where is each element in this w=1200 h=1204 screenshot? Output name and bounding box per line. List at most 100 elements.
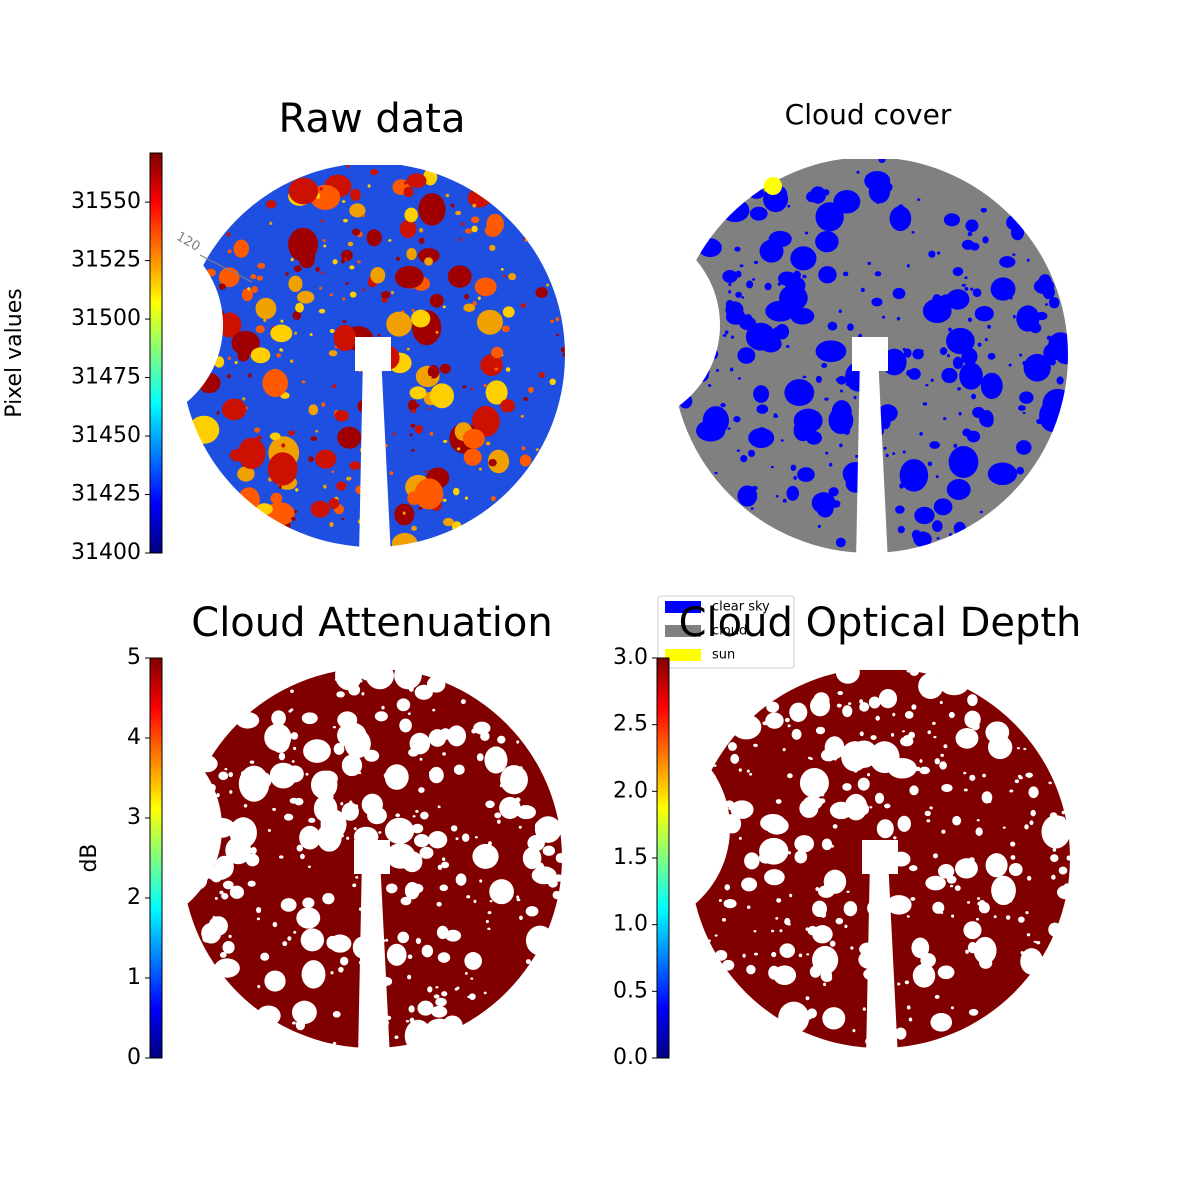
cloud-gap xyxy=(333,324,356,352)
cloud-gap xyxy=(411,308,415,312)
cloud-gap xyxy=(836,542,840,547)
cloud-gap xyxy=(251,286,258,293)
cloud-gap xyxy=(738,836,742,840)
cloud-gap xyxy=(414,478,444,510)
cloud-gap xyxy=(222,880,234,890)
cloud-gap xyxy=(1055,345,1079,365)
cloud-gap xyxy=(972,288,982,298)
cloud-gap xyxy=(842,271,849,277)
cloud-gap xyxy=(741,296,745,299)
cloud-gap xyxy=(795,298,801,304)
cloud-gap xyxy=(454,987,458,991)
cloud-gap xyxy=(365,523,369,527)
cloud-gap xyxy=(878,873,888,883)
cloud-gap xyxy=(903,348,912,358)
cloud-gap xyxy=(218,283,226,290)
cloud-gap xyxy=(436,901,442,907)
cloud-gap xyxy=(1012,314,1016,319)
cloud-gap xyxy=(715,368,720,372)
cloud-gap xyxy=(928,250,936,258)
cloud-gap xyxy=(868,696,881,709)
cloud-gap xyxy=(329,522,334,528)
cloud-gap xyxy=(1008,363,1012,367)
cloud-gap xyxy=(848,702,852,705)
cloud-gap xyxy=(518,825,522,829)
cloud-gap xyxy=(793,408,823,433)
cloud-gap xyxy=(899,459,929,492)
cloud-gap xyxy=(882,315,886,319)
cloud-gap xyxy=(206,268,216,277)
cloud-gap xyxy=(296,907,321,929)
cloud-gap xyxy=(562,353,566,357)
cloud-gap xyxy=(939,700,943,705)
cloud-gap xyxy=(837,691,844,696)
colorbar-tick-label: 1.0 xyxy=(613,912,648,937)
cloud-gap xyxy=(228,934,232,938)
cloud-gap xyxy=(897,204,904,211)
cloud-gap xyxy=(753,260,759,265)
cloud-gap xyxy=(909,666,920,676)
cloud-gap xyxy=(516,895,520,899)
cloud-gap xyxy=(535,287,548,298)
cloud-gap xyxy=(516,740,520,744)
cloud-gap xyxy=(370,933,376,938)
cloud-gap xyxy=(841,741,869,772)
cloud-gap xyxy=(815,375,822,383)
cloud-gap xyxy=(404,1019,432,1053)
cloud-gap xyxy=(321,402,326,407)
cloud-gap xyxy=(247,373,252,378)
cloud-gap xyxy=(966,901,971,904)
cloud-gap xyxy=(452,487,460,496)
cloud-gap xyxy=(417,248,440,264)
cloud-gap xyxy=(430,383,454,409)
cloud-gap xyxy=(260,952,270,961)
cloud-gap xyxy=(255,325,265,334)
cloud-gap xyxy=(399,219,417,239)
cloud-gap xyxy=(724,330,729,335)
cloud-gap xyxy=(305,772,309,776)
cloud-gap xyxy=(374,711,388,722)
cloud-gap xyxy=(827,745,832,749)
cloud-gap xyxy=(494,367,499,371)
cloud-gap xyxy=(231,330,260,356)
cloud-gap xyxy=(250,274,257,280)
cloud-gap xyxy=(957,387,961,391)
cloud-gap xyxy=(487,927,491,931)
cloud-gap xyxy=(713,764,717,767)
cloud-gap xyxy=(1046,335,1052,341)
cloud-gap xyxy=(970,287,974,291)
cloud-gap xyxy=(766,715,778,727)
cloud-gap xyxy=(768,230,792,248)
cloud-gap xyxy=(810,695,831,717)
cloud-gap xyxy=(847,323,854,331)
cloud-gap xyxy=(706,844,722,858)
cloud-gap xyxy=(332,1011,341,1018)
cloud-gap xyxy=(257,984,261,989)
cloud-gap xyxy=(1002,826,1006,829)
cloud-gap xyxy=(462,428,485,449)
cloud-gap xyxy=(1061,810,1065,815)
cloud-gap xyxy=(324,202,329,205)
cloud-gap xyxy=(865,356,869,360)
cloud-gap xyxy=(343,257,348,261)
panel-title: Cloud Attenuation xyxy=(191,600,552,646)
cloud-gap xyxy=(852,1028,856,1033)
cloud-gap xyxy=(208,916,228,936)
cloud-gap xyxy=(867,899,887,918)
cloud-gap xyxy=(821,838,833,851)
colorbar-tick-label: 31500 xyxy=(71,306,141,331)
cloud-gap xyxy=(714,471,718,475)
cloud-gap xyxy=(899,483,905,489)
cloud-gap xyxy=(724,884,731,891)
cloud-gap xyxy=(965,949,969,954)
cloud-gap xyxy=(935,475,939,478)
cloud-gap xyxy=(421,944,434,958)
cloud-gap xyxy=(981,791,993,804)
cloud-gap xyxy=(987,462,1018,486)
colorbar-tick-label: 4 xyxy=(127,725,141,750)
cloud-gap xyxy=(773,965,797,986)
cloud-gap xyxy=(869,1042,873,1045)
cloud-gap xyxy=(746,964,756,975)
cloud-gap xyxy=(696,419,726,442)
cloud-gap xyxy=(399,718,412,733)
